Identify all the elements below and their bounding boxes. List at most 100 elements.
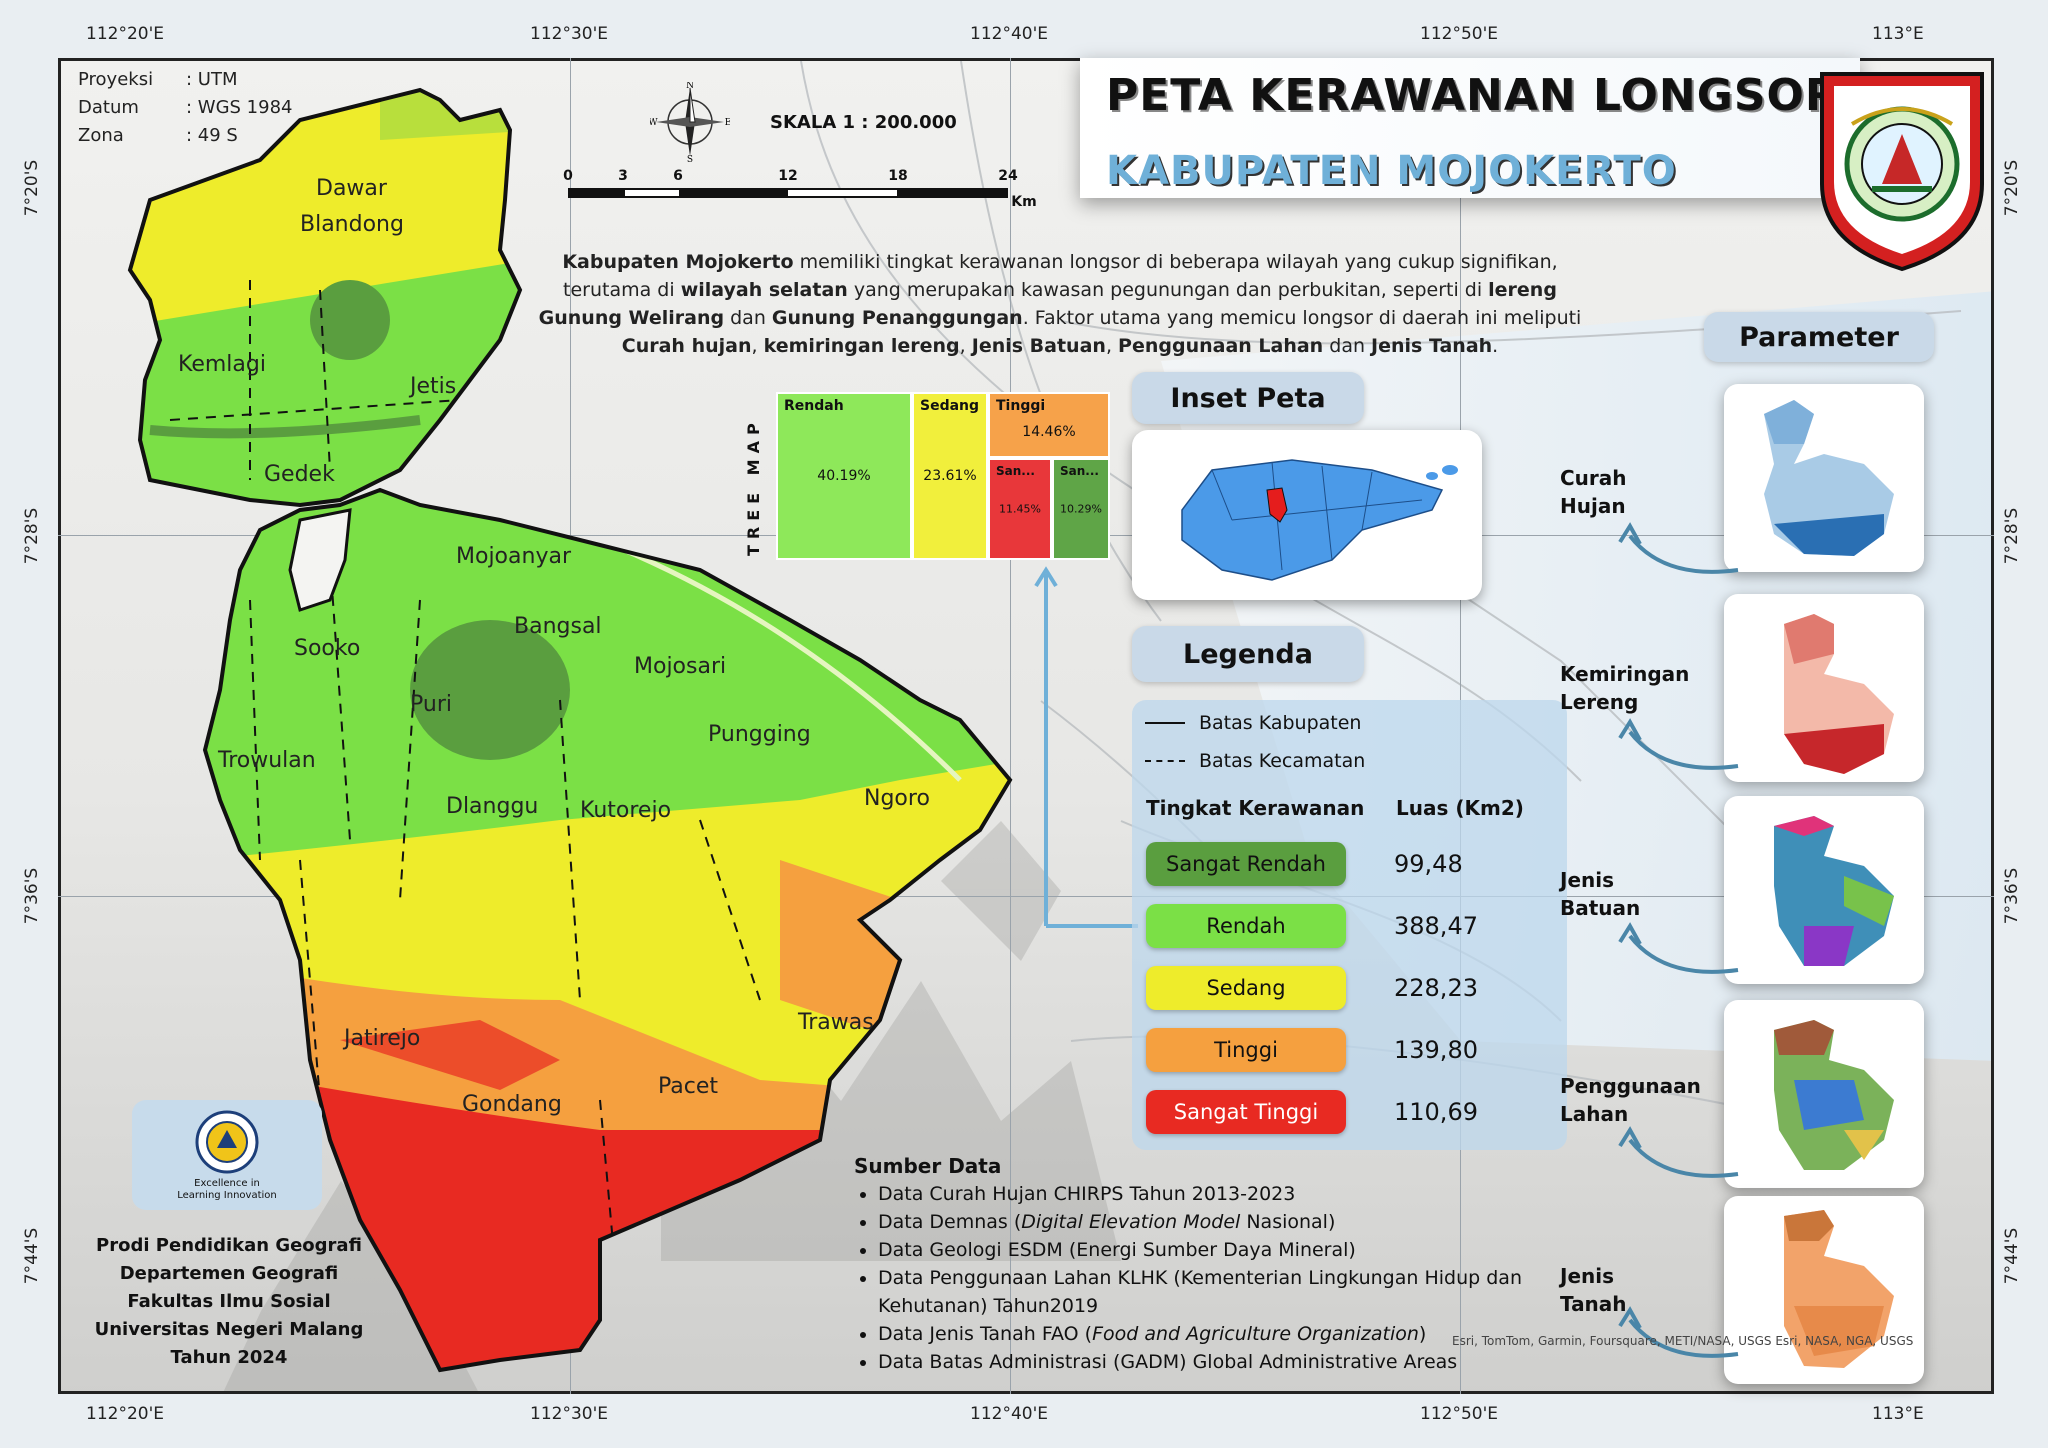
graticule-right-label: 7°44'S	[2002, 1227, 2023, 1285]
datum-key: Datum	[78, 97, 139, 118]
graticule-line	[1010, 58, 1011, 1394]
source-run: Data Jenis Tanah FAO (	[878, 1323, 1093, 1345]
district-label: Blandong	[300, 212, 404, 237]
graticule-bottom-label: 112°20'E	[86, 1404, 164, 1424]
graticule-top-label: 112°50'E	[1420, 24, 1498, 44]
parameter-arrow-icon	[1618, 922, 1739, 974]
inset-map-graphic	[1181, 459, 1458, 581]
district-label: Trowulan	[218, 748, 316, 773]
graticule-right-label: 7°20'S	[2002, 159, 2023, 217]
connector-arrow	[1034, 566, 1094, 928]
description-run: ,	[751, 335, 764, 357]
map-subtitle: KABUPATEN MOJOKERTO	[1106, 148, 1677, 194]
description-run: ,	[959, 335, 972, 357]
district-label: Ngoro	[864, 786, 930, 811]
legend-line-item: Batas Kabupaten	[1145, 712, 1361, 734]
graticule-top-label: 112°30'E	[530, 24, 608, 44]
parameter-label: Kemiringan Lereng	[1560, 662, 1690, 714]
parameter-label: Curah Hujan	[1560, 466, 1627, 518]
compass-n: N	[686, 82, 694, 91]
graticule-bottom-label: 112°40'E	[970, 1404, 1048, 1424]
graticule-line	[58, 896, 1994, 897]
slope-map-icon	[1784, 614, 1894, 774]
legend-class-area: 99,48	[1394, 850, 1463, 878]
graticule-top-label: 112°40'E	[970, 24, 1048, 44]
sources-list: Data Curah Hujan CHIRPS Tahun 2013-2023 D…	[854, 1180, 1522, 1376]
description-run: kemiringan lereng	[763, 335, 960, 357]
legend-line-label: Batas Kabupaten	[1199, 712, 1362, 734]
source-run: Data Batas Administrasi (GADM) Global Ad…	[878, 1351, 1458, 1373]
legend-class-sangat-tinggi: Sangat Tinggi	[1146, 1090, 1346, 1134]
graticule-bottom-label: 113°E	[1872, 1404, 1924, 1424]
credit-line: Prodi Pendidikan Geografi	[96, 1235, 362, 1256]
legend-class-area: 228,23	[1394, 974, 1478, 1002]
parameter-arrow-icon	[1618, 522, 1739, 574]
source-run: Nasional)	[1240, 1211, 1336, 1233]
description-run: .	[1492, 335, 1499, 357]
logo-tagline-2: Learning Innovation	[177, 1190, 277, 1201]
inset-map	[1132, 430, 1482, 600]
graticule-top-label: 112°20'E	[86, 24, 164, 44]
compass-w: W	[650, 118, 658, 128]
source-item: Data Batas Administrasi (GADM) Global Ad…	[878, 1348, 1522, 1376]
source-run: Data Demnas (	[878, 1211, 1022, 1233]
description-run: Penggunaan Lahan	[1118, 335, 1324, 357]
treemap-cell-label: Tinggi	[996, 398, 1046, 414]
parameter-label: Jenis Batuan	[1560, 868, 1641, 920]
parameter-arrow-icon	[1618, 1126, 1739, 1178]
credit-line: Fakultas Ilmu Sosial	[127, 1291, 331, 1312]
description-run: Gunung Penanggungan	[771, 307, 1023, 329]
description-run: dan	[1323, 335, 1372, 357]
source-item: Data Curah Hujan CHIRPS Tahun 2013-2023	[878, 1180, 1522, 1208]
district-label: Jatirejo	[344, 1026, 421, 1051]
parameter-arrow-icon	[1618, 718, 1739, 770]
treemap-cell-percent: 40.19%	[817, 468, 871, 484]
landuse-map-icon	[1774, 1020, 1894, 1170]
parameter-arrow-icon	[1618, 1306, 1739, 1358]
district-label: Pacet	[658, 1074, 719, 1099]
source-run: Data Curah Hujan CHIRPS Tahun 2013-2023	[878, 1183, 1296, 1205]
parameter-card-penggunaan-lahan	[1724, 1000, 1924, 1188]
source-item: Data Geologi ESDM (Energi Sumber Daya Mi…	[878, 1236, 1522, 1264]
compass-e: E	[725, 118, 730, 128]
legend-class-area: 139,80	[1394, 1036, 1478, 1064]
legend-line-item: Batas Kecamatan	[1145, 750, 1365, 772]
parameter-card-jenis-tanah	[1724, 1196, 1924, 1384]
scale-tick: 18	[888, 168, 908, 184]
dashed-line-icon	[1145, 760, 1185, 762]
treemap-cell-sedang: Sedang 23.61%	[912, 392, 988, 560]
description-run: ,	[1105, 335, 1119, 357]
description-text: Kabupaten Mojokerto memiliki tingkat ker…	[520, 248, 1600, 360]
scale-tick: 12	[778, 168, 798, 184]
zone-value: : 49 S	[186, 125, 238, 146]
source-run: Data Geologi ESDM (Energi Sumber Daya Mi…	[878, 1239, 1356, 1261]
source-run: Food and Agriculture Organization	[1092, 1323, 1419, 1345]
connector-line	[1046, 924, 1138, 928]
treemap-cell-percent: 14.46%	[1022, 424, 1076, 441]
title-panel	[1080, 58, 1860, 198]
treemap-cell-sangat-tinggi: San... 11.45%	[988, 458, 1052, 560]
legend-title: Legenda	[1132, 626, 1364, 682]
compass-s: S	[687, 155, 693, 162]
projection-value: : UTM	[186, 69, 238, 90]
district-label: Jetis	[410, 374, 457, 399]
description-run: Curah hujan	[621, 335, 752, 357]
scale-bar	[568, 188, 1008, 198]
treemap-cell-sangat-rendah: San... 10.29%	[1052, 458, 1110, 560]
scale-unit: Km	[1011, 194, 1037, 210]
treemap-label: TREE MAP	[744, 417, 763, 556]
treemap-cell-percent: 11.45%	[999, 502, 1041, 516]
treemap-cell-percent: 10.29%	[1060, 502, 1102, 516]
rainfall-map-icon	[1764, 400, 1894, 556]
description-run: . Faktor utama yang memicu longsor di da…	[1022, 307, 1582, 329]
soil-map-icon	[1784, 1210, 1894, 1368]
description-run: wilayah selatan	[680, 279, 848, 301]
parameter-card-curah-hujan	[1724, 384, 1924, 572]
university-logo: Excellence in Learning Innovation	[132, 1100, 322, 1210]
logo-tagline-1: Excellence in	[194, 1178, 260, 1189]
source-item: Data Demnas (Digital Elevation Model Nas…	[878, 1208, 1522, 1236]
legend-class-sangat-rendah: Sangat Rendah	[1146, 842, 1346, 886]
legend-class-area: 110,69	[1394, 1098, 1478, 1126]
data-sources: Sumber Data Data Curah Hujan CHIRPS Tahu…	[854, 1152, 1522, 1376]
source-run: Data Penggunaan Lahan KLHK (Kementerian …	[878, 1267, 1522, 1317]
